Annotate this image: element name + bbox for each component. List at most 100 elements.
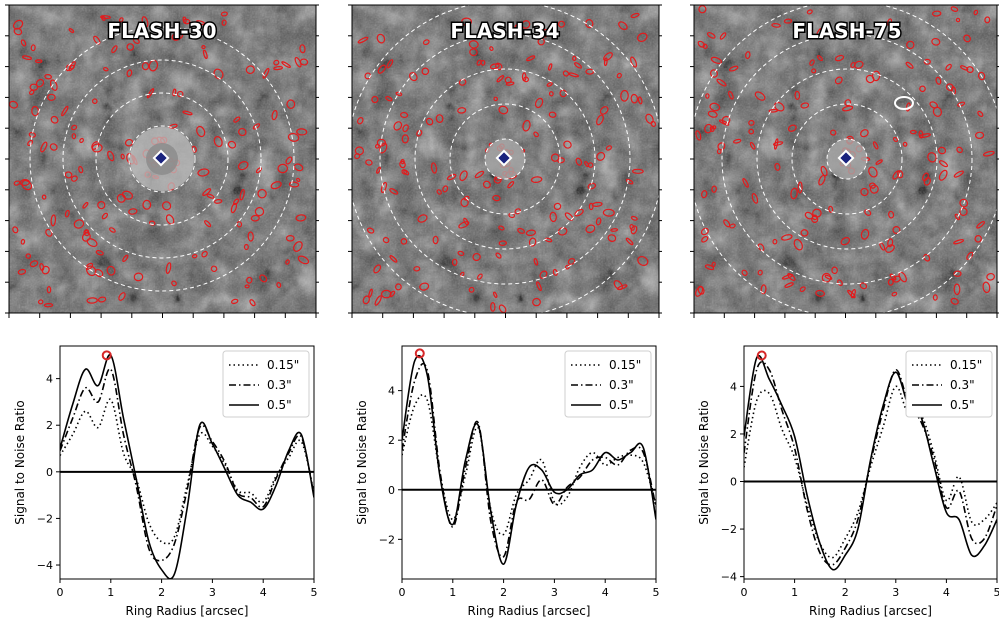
emission-contour — [458, 221, 470, 229]
emission-contour — [729, 223, 736, 229]
emission-contour — [632, 168, 644, 174]
emission-contour — [522, 119, 531, 132]
emission-contour — [806, 9, 813, 15]
emission-contour — [64, 209, 70, 218]
emission-contour — [630, 215, 638, 221]
emission-contour — [133, 272, 144, 282]
emission-contour — [760, 284, 767, 295]
emission-contour — [773, 138, 779, 150]
emission-contour — [697, 40, 706, 48]
emission-contour — [929, 101, 939, 109]
legend-label: 0.15" — [267, 358, 299, 372]
emission-contour — [587, 162, 594, 168]
emission-contour — [963, 34, 971, 43]
emission-contour — [828, 205, 834, 213]
x-tick-label: 4 — [602, 586, 609, 599]
emission-contour — [585, 68, 595, 75]
emission-contour — [91, 143, 103, 153]
emission-contour — [44, 73, 52, 80]
y-axis-label: Signal to Noise Ratio — [697, 400, 711, 524]
emission-contour — [421, 67, 430, 76]
emission-contour — [73, 219, 85, 229]
emission-contour — [572, 55, 577, 61]
annulus-ring-1 — [826, 138, 868, 180]
emission-contour — [711, 261, 716, 268]
emission-contour — [400, 238, 408, 245]
emission-contour — [707, 110, 718, 118]
emission-contour — [754, 91, 766, 101]
emission-contour — [365, 159, 373, 166]
emission-contour — [706, 32, 716, 39]
emission-contour — [526, 55, 536, 62]
x-tick-label: 3 — [551, 586, 558, 599]
emission-contour — [815, 289, 825, 297]
emission-contour — [468, 40, 479, 49]
annulus-ring-3 — [414, 68, 596, 250]
x-tick-label: 5 — [653, 586, 660, 599]
emission-contour — [243, 243, 249, 251]
emission-contour — [709, 102, 721, 112]
annulus-ring-2 — [95, 92, 229, 226]
emission-contour — [385, 95, 393, 102]
emission-contour — [285, 235, 295, 242]
emission-contour — [909, 129, 917, 135]
image-panel-flash-75: FLASH-75 — [688, 0, 999, 318]
emission-contour — [728, 65, 739, 72]
emission-contour — [442, 185, 449, 193]
emission-contour — [102, 67, 109, 72]
emission-contour — [793, 24, 802, 35]
emission-contour — [787, 124, 797, 132]
emission-contour — [757, 269, 763, 276]
emission-contour — [498, 240, 507, 247]
emission-contour — [697, 285, 705, 295]
x-tick-label: 3 — [892, 586, 899, 599]
emission-contour — [49, 143, 58, 151]
emission-contour — [148, 220, 156, 226]
emission-contour — [732, 138, 742, 144]
emission-contour — [230, 202, 238, 214]
emission-contour — [202, 49, 208, 60]
emission-contour — [620, 89, 629, 102]
emission-contour — [285, 156, 293, 165]
emission-contour — [587, 182, 597, 190]
emission-contour — [704, 264, 715, 271]
emission-contour — [459, 170, 468, 182]
emission-contour — [213, 136, 223, 148]
emission-contour — [81, 232, 91, 242]
emission-contour — [126, 69, 133, 78]
panel-title: FLASH-30 — [107, 19, 216, 43]
legend-label: 0.5" — [609, 398, 634, 412]
x-tick-label: 0 — [741, 586, 748, 599]
emission-contour — [20, 238, 26, 245]
emission-contour — [557, 227, 568, 236]
emission-contour — [377, 64, 386, 74]
bright-source-contour — [894, 96, 914, 110]
emission-contour — [206, 193, 215, 199]
emission-contour — [573, 62, 583, 69]
series-line-dashdot — [60, 368, 314, 562]
emission-contour — [354, 146, 364, 156]
emission-contour — [927, 152, 937, 163]
legend-label: 0.5" — [267, 398, 292, 412]
emission-contour — [887, 238, 894, 248]
emission-contour — [784, 282, 794, 288]
emission-contour — [613, 280, 623, 291]
emission-contour — [122, 254, 129, 263]
emission-contour — [35, 78, 45, 88]
emission-contour — [976, 220, 985, 229]
emission-contour — [931, 10, 942, 17]
emission-contour — [973, 9, 979, 16]
emission-contour — [630, 12, 640, 19]
emission-contour — [797, 181, 803, 194]
emission-contour — [271, 109, 278, 121]
y-tick-label: −2 — [37, 512, 53, 525]
emission-contour — [296, 128, 308, 136]
emission-contour — [888, 210, 895, 219]
emission-contour — [811, 68, 817, 74]
emission-contour — [891, 291, 898, 297]
emission-contour — [816, 55, 824, 62]
emission-contour — [821, 272, 832, 283]
emission-contour — [610, 228, 619, 232]
emission-contour — [482, 180, 491, 189]
emission-contour — [710, 69, 718, 78]
